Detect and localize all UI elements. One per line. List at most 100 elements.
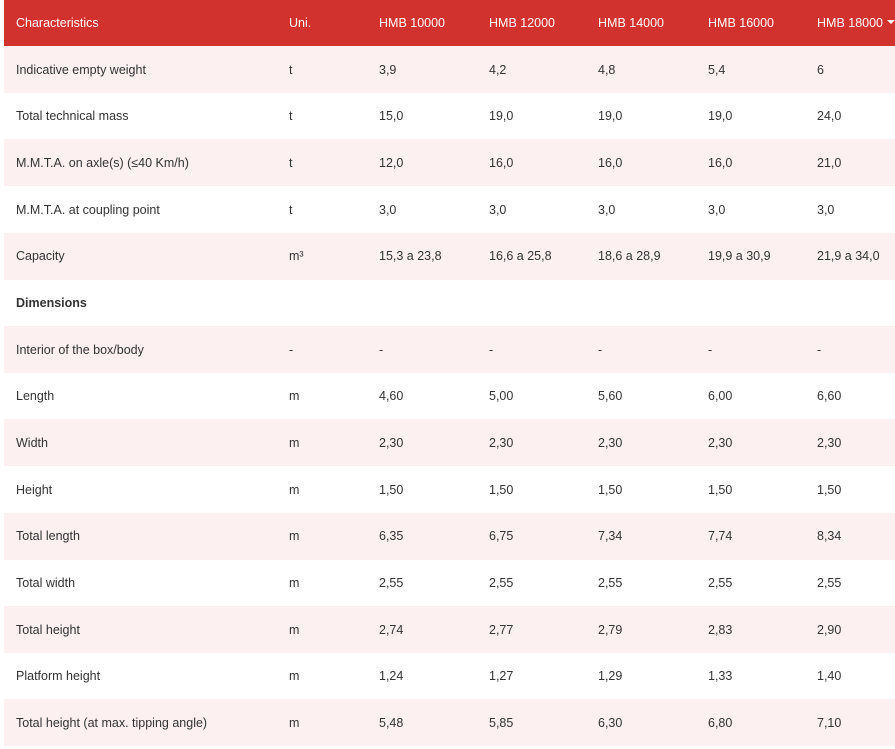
header-cell: HMB 14000	[598, 16, 665, 30]
header-cell: HMB 10000	[379, 16, 446, 30]
table-cell: 1,24	[379, 669, 404, 684]
table-cell: 7,10	[817, 715, 842, 730]
table-cell: -	[489, 342, 494, 357]
table-cell: 7,34	[598, 529, 623, 544]
table-cell: m	[289, 575, 300, 590]
table-cell: 2,30	[598, 435, 623, 450]
table-cell: 16,6 a 25,8	[489, 249, 552, 264]
table-row: Width m 2,30 2,30 2,30 2,30 2,30	[4, 419, 895, 467]
table-cell: 2,30	[379, 435, 404, 450]
table-cell: 5,00	[489, 389, 514, 404]
table-cell: -	[598, 342, 603, 357]
table-cell: 6,60	[817, 389, 842, 404]
table-cell: 21,0	[817, 155, 842, 170]
table-row: Capacity m³ 15,3 a 23,8 16,6 a 25,8 18,6 a 2…	[4, 232, 895, 280]
table-cell: m	[289, 529, 300, 544]
table-cell: 16,0	[708, 155, 733, 170]
header-row: Characteristics Uni. HMB 10000 HMB 12000 HMB…	[4, 0, 895, 46]
table-cell: 2,30	[817, 435, 842, 450]
table-cell: 2,55	[379, 575, 404, 590]
table-row: Dimensions	[4, 279, 895, 326]
table-cell: 24,0	[817, 109, 842, 124]
spec-table: Characteristics Uni. HMB 10000 HMB 12000 HMB…	[4, 0, 895, 749]
table-row: M.M.T.A. on axle(s) (≤40 Km/h) t 12,0 16,0 1…	[4, 139, 895, 187]
header-cell: Uni.	[289, 16, 312, 30]
table-row: Total height (at max. tipping angle) m 5,4…	[4, 699, 895, 747]
table-cell: 6,80	[708, 715, 733, 730]
table-cell: 18,6 a 28,9	[598, 249, 661, 264]
table-cell: Total width	[16, 575, 76, 590]
table-cell: Total height	[16, 622, 80, 637]
table-cell: -	[708, 342, 713, 357]
table-row: Total height m 2,74 2,77 2,79 2,83 2,90	[4, 606, 895, 654]
table-cell: Interior of the box/body	[16, 342, 144, 357]
table-cell: 5,60	[598, 389, 623, 404]
header-cell: HMB 18000	[817, 16, 884, 30]
table-cell: Length	[16, 389, 55, 404]
table-cell: Indicative empty weight	[16, 62, 146, 77]
table-cell: m	[289, 622, 300, 637]
table-cell: 3,0	[379, 202, 397, 217]
table-cell: 16,0	[598, 155, 623, 170]
table-cell: Total length	[16, 529, 80, 544]
table-cell: m	[289, 389, 300, 404]
table-cell: 2,55	[598, 575, 623, 590]
table-cell: 2,55	[708, 575, 733, 590]
table-cell: 4,8	[598, 62, 616, 77]
table-cell: 5,85	[489, 715, 514, 730]
table-cell: 1,50	[817, 482, 842, 497]
table-cell: -	[379, 342, 384, 357]
table-cell: 2,30	[489, 435, 514, 450]
table-cell: 6	[817, 62, 824, 77]
table-cell: m³	[289, 249, 304, 264]
header-cell: HMB 12000	[489, 16, 556, 30]
scroll-caret[interactable]	[887, 20, 895, 24]
table-row: Length m 4,60 5,00 5,60 6,00 6,60	[4, 373, 895, 420]
table-cell: 12,0	[379, 155, 404, 170]
section-label: Dimensions	[16, 295, 87, 310]
table-cell: -	[289, 342, 294, 357]
table-cell: 6,35	[379, 529, 404, 544]
table-cell: 21,9 a 34,0	[817, 249, 880, 264]
table-cell: 2,79	[598, 622, 623, 637]
table-cell: M.M.T.A. on axle(s) (≤40 Km/h)	[16, 155, 189, 170]
table-cell: 5,48	[379, 715, 404, 730]
table-row: Total length m 6,35 6,75 7,34 7,74 8,34	[4, 512, 895, 560]
table-cell: 2,74	[379, 622, 404, 637]
table-cell: Platform height	[16, 669, 101, 684]
table-cell: m	[289, 669, 300, 684]
table-cell: 1,29	[598, 669, 623, 684]
table-cell: 19,0	[489, 109, 514, 124]
table-cell: Total technical mass	[16, 109, 129, 124]
table-cell: 2,55	[817, 575, 842, 590]
table-cell: t	[289, 202, 293, 217]
table-row: Height m 1,50 1,50 1,50 1,50 1,50	[4, 466, 895, 513]
table-cell: 1,27	[489, 669, 514, 684]
table-cell: 1,50	[379, 482, 404, 497]
table-cell: t	[289, 62, 293, 77]
table-cell: 1,50	[708, 482, 733, 497]
table-row: Total width m 2,55 2,55 2,55 2,55 2,55	[4, 559, 895, 606]
table-cell: Total height (at max. tipping angle)	[16, 715, 208, 730]
table-cell: m	[289, 482, 300, 497]
table-cell: 19,0	[708, 109, 733, 124]
table-cell: 15,0	[379, 109, 404, 124]
table-cell: -	[817, 342, 822, 357]
table-cell: 8,34	[817, 529, 842, 544]
table-cell: 19,0	[598, 109, 623, 124]
table-cell: 3,0	[817, 202, 835, 217]
header-cell: HMB 16000	[708, 16, 775, 30]
table-cell: t	[289, 155, 293, 170]
table-cell: 2,83	[708, 622, 733, 637]
table-row: Platform height m 1,24 1,27 1,29 1,33 1,40	[4, 653, 895, 700]
table-row: Interior of the box/body - - - - - -	[4, 326, 895, 374]
table-cell: t	[289, 109, 293, 124]
table-cell: 15,3 a 23,8	[379, 249, 442, 264]
table-cell: Width	[16, 435, 48, 450]
table-cell: 2,55	[489, 575, 514, 590]
table-row: Indicative empty weight t 3,9 4,2 4,8 5,4 6	[4, 46, 895, 93]
table-cell: 4,60	[379, 389, 404, 404]
header-cell: Characteristics	[16, 16, 99, 30]
table-cell: 7,74	[708, 529, 733, 544]
